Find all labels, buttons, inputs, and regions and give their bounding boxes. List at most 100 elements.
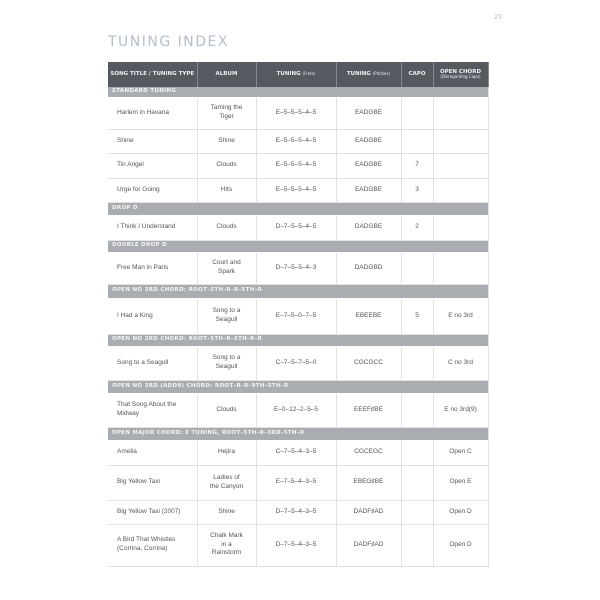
song-title-cell: Tin Angel: [108, 153, 198, 179]
open-chord-cell: [433, 97, 489, 130]
column-header-sub: (Pitches): [372, 71, 391, 77]
column-header-sub: (Disregarding Capo): [440, 74, 481, 80]
tuning-pitches-cell: EEEF♯BE: [336, 393, 402, 428]
album-cell: Ladies of the Canyon: [197, 465, 257, 501]
song-title-cell: Song to a Seagull: [108, 346, 198, 381]
album-cell: Clouds: [197, 393, 257, 428]
tuning-frets-cell: E–5–5–5–4–5: [256, 153, 337, 179]
section-header-row: STANDARD TUNING: [108, 87, 489, 98]
tuning-pitches-cell: CGCEGC: [336, 440, 402, 466]
open-chord-cell: [433, 153, 489, 179]
table-row: I Had a King Song to a Seagull E–7–5–0–7–5…: [108, 298, 489, 335]
open-chord-cell: [433, 178, 489, 203]
section-header-row: DROP D: [108, 202, 489, 216]
column-header-label: TUNING: [346, 71, 371, 78]
song-title-cell: A Bird That Whistles (Corrina, Corrina): [108, 524, 198, 567]
section-title: STANDARD TUNING: [108, 87, 489, 98]
tuning-pitches-cell: EBEG♯BE: [336, 465, 402, 501]
tuning-pitches-cell: EADGBE: [336, 178, 402, 203]
section-title: OPEN MAJOR CHORD: E TUNING, ROOT–5TH–R–3…: [108, 427, 489, 441]
open-chord-cell: [433, 215, 489, 241]
capo-cell: [401, 346, 434, 381]
table-row: Song to a Seagull Song to a Seagull C–7–5–…: [108, 346, 489, 381]
table-row: Harlem in Havana Taming the Tiger E–5–5–5–…: [108, 97, 489, 130]
capo-cell: [401, 393, 434, 428]
song-title-cell: Big Yellow Taxi: [108, 465, 198, 501]
song-title-cell: I Had a King: [108, 298, 198, 335]
capo-cell: [401, 252, 434, 285]
table-row: Shine Shine E–5–5–5–4–5 EADGBE: [108, 129, 489, 154]
tuning-pitches-cell: EADGBE: [336, 129, 402, 154]
tuning-frets-cell: E–7–5–0–7–5: [256, 298, 337, 335]
capo-cell: [401, 500, 434, 525]
table-row: A Bird That Whistles (Corrina, Corrina) C…: [108, 524, 489, 567]
section-title: OPEN NO 3RD CHORD: ROOT–5TH–R–R–5TH–R: [108, 284, 489, 299]
page-title: TUNING INDEX: [108, 34, 229, 50]
tuning-pitches-cell: DADGBE: [336, 215, 402, 241]
column-header-label: TUNING: [276, 71, 301, 78]
tuning-frets-cell: C–7–5–4–3–5: [256, 440, 337, 466]
tuning-pitches-cell: EADGBE: [336, 97, 402, 130]
open-chord-cell: Open C: [433, 440, 489, 466]
album-cell: Song to a Seagull: [197, 298, 257, 335]
tuning-pitches-cell: EADGBE: [336, 153, 402, 179]
section-title: DOUBLE DROP D: [108, 240, 489, 253]
column-header: TUNING (Frets): [256, 62, 337, 87]
open-chord-cell: [433, 129, 489, 154]
song-title-cell: Harlem in Havana: [108, 97, 198, 130]
tuning-pitches-cell: DADF♯AD: [336, 524, 402, 567]
capo-cell: [401, 465, 434, 501]
capo-cell: [401, 97, 434, 130]
open-chord-cell: Open D: [433, 500, 489, 525]
tuning-index-table: SONG TITLE / TUNING TYPE ALBUM TUNING (Fre…: [108, 62, 489, 567]
tuning-frets-cell: C–7–5–7–5–0: [256, 346, 337, 381]
tuning-frets-cell: E–0–12–2–5–5: [256, 393, 337, 428]
capo-cell: 5: [401, 298, 434, 335]
tuning-pitches-cell: EBEEBE: [336, 298, 402, 335]
tuning-frets-cell: D–7–5–5–4–5: [256, 215, 337, 241]
capo-cell: [401, 440, 434, 466]
album-cell: Clouds: [197, 215, 257, 241]
table-row: Tin Angel Clouds E–5–5–5–4–5 EADGBE 7: [108, 153, 489, 179]
album-cell: Hits: [197, 178, 257, 203]
album-cell: Shine: [197, 129, 257, 154]
page-number: 23: [494, 14, 502, 21]
table-row: Free Man in Paris Court and Spark D–7–5–5–…: [108, 252, 489, 285]
song-title-cell: Shine: [108, 129, 198, 154]
open-chord-cell: [433, 252, 489, 285]
song-title-cell: I Think I Understand: [108, 215, 198, 241]
open-chord-cell: C no 3rd: [433, 346, 489, 381]
song-title-cell: Free Man in Paris: [108, 252, 198, 285]
column-header: CAPO: [401, 62, 434, 87]
table-row: Amelia Hejira C–7–5–4–3–5 CGCEGC Open C: [108, 440, 489, 466]
open-chord-cell: Open D: [433, 524, 489, 567]
table-row: That Song About the Midway Clouds E–0–12–2…: [108, 393, 489, 428]
section-header-row: OPEN NO 3RD (ADD9) CHORD: ROOT–R–R–9TH–5…: [108, 380, 489, 394]
capo-cell: [401, 129, 434, 154]
column-header: TUNING (Pitches): [336, 62, 402, 87]
column-header-label: OPEN CHORD: [439, 68, 482, 75]
capo-cell: 3: [401, 178, 434, 203]
song-title-cell: Big Yellow Taxi (2007): [108, 500, 198, 525]
capo-cell: 2: [401, 215, 434, 241]
tuning-frets-cell: E–5–5–5–4–5: [256, 178, 337, 203]
album-cell: Hejira: [197, 440, 257, 466]
column-header-label: SONG TITLE / TUNING TYPE: [110, 71, 195, 78]
column-header-label: ALBUM: [215, 71, 238, 78]
tuning-frets-cell: E–5–5–5–4–5: [256, 129, 337, 154]
open-chord-cell: E no 3rd: [433, 298, 489, 335]
table-row: I Think I Understand Clouds D–7–5–5–4–5 DAD…: [108, 215, 489, 241]
tuning-frets-cell: D–7–5–5–4–3: [256, 252, 337, 285]
tuning-pitches-cell: CGCGCC: [336, 346, 402, 381]
table-row: Big Yellow Taxi Ladies of the Canyon E–7–5…: [108, 465, 489, 501]
tuning-frets-cell: D–7–5–4–3–5: [256, 500, 337, 525]
section-title: OPEN NO 3RD (ADD9) CHORD: ROOT–R–R–9TH–5…: [108, 380, 489, 394]
album-cell: Court and Spark: [197, 252, 257, 285]
tuning-frets-cell: D–7–5–4–3–5: [256, 524, 337, 567]
tuning-frets-cell: E–5–5–5–4–5: [256, 97, 337, 130]
song-title-cell: That Song About the Midway: [108, 393, 198, 428]
section-header-row: OPEN NO 3RD CHORD: ROOT–5TH–R–5TH–R–R: [108, 334, 489, 347]
tuning-frets-cell: E–7–5–4–3–5: [256, 465, 337, 501]
table-row: Urge for Going Hits E–5–5–5–4–5 EADGBE 3: [108, 178, 489, 203]
section-header-row: OPEN NO 3RD CHORD: ROOT–5TH–R–R–5TH–R: [108, 284, 489, 299]
